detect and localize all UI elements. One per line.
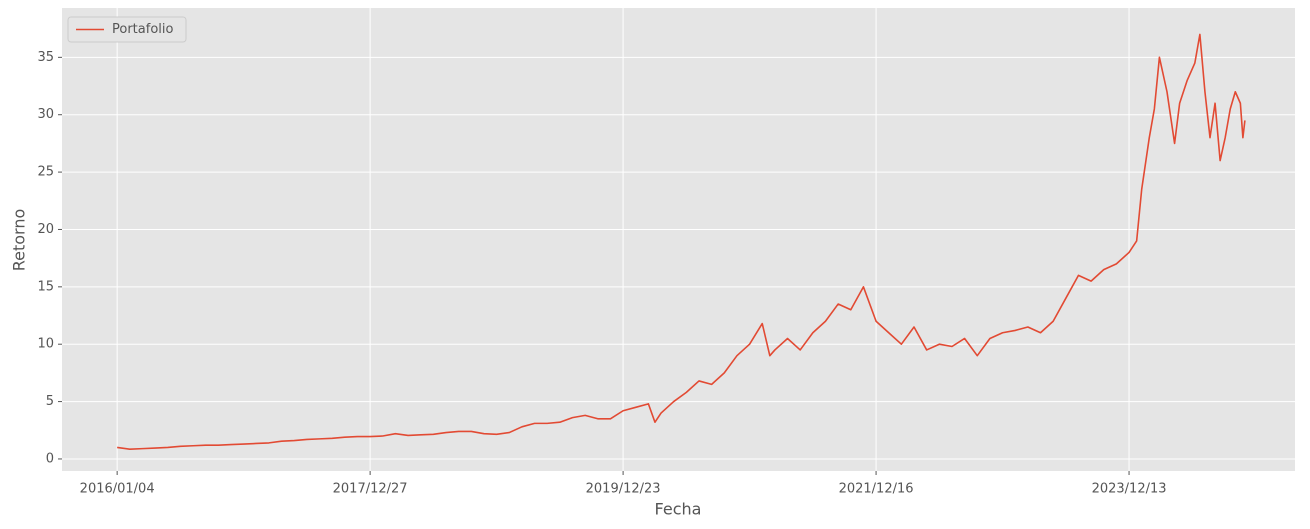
y-tick-label: 10: [37, 337, 54, 352]
y-tick-label: 0: [46, 451, 54, 466]
x-tick-label: 2019/12/23: [586, 482, 661, 497]
y-axis-label: Retorno: [10, 209, 29, 272]
y-tick-label: 35: [37, 50, 54, 65]
plot-area: [62, 8, 1295, 471]
legend-label: Portafolio: [112, 22, 173, 37]
x-tick-label: 2017/12/27: [333, 482, 408, 497]
y-tick-label: 5: [46, 394, 54, 409]
y-tick-label: 30: [37, 107, 54, 122]
x-tick-label: 2021/12/16: [839, 482, 914, 497]
x-tick-label: 2016/01/04: [80, 482, 155, 497]
y-tick-label: 15: [37, 279, 54, 294]
y-tick-label: 20: [37, 222, 54, 237]
x-tick-label: 2023/12/13: [1092, 482, 1167, 497]
data-line: [117, 33, 1246, 450]
legend-box: [67, 16, 187, 43]
x-axis-label: Fecha: [655, 500, 702, 519]
y-tick-label: 25: [37, 165, 54, 180]
